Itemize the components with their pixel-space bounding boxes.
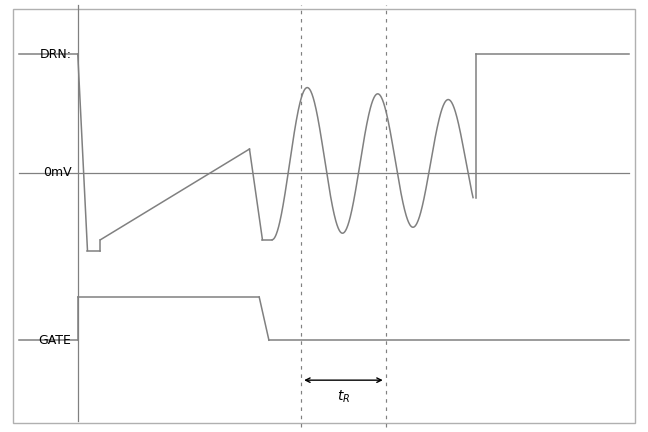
Text: 0mV: 0mV bbox=[43, 166, 71, 179]
Bar bbox=[13, 9, 635, 423]
Text: DRN:: DRN: bbox=[40, 48, 71, 60]
Text: $t_R$: $t_R$ bbox=[337, 389, 350, 405]
Text: GATE: GATE bbox=[38, 334, 71, 347]
